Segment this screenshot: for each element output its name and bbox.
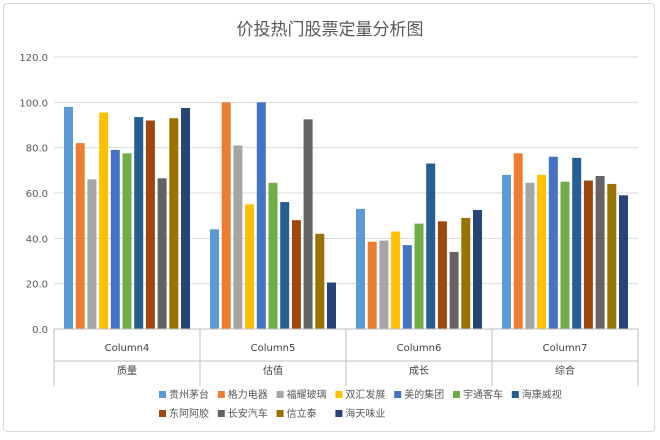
legend-swatch [217, 391, 225, 398]
bar-贵州茅台-Column5 [210, 229, 219, 329]
legend-swatch [159, 410, 166, 417]
bar-海康威视-Column6 [426, 163, 436, 329]
x-tick-label-sub: Column5 [251, 343, 296, 354]
x-tick-label-sub: Column7 [543, 343, 588, 354]
bar-格力电器-Column6 [367, 241, 377, 329]
bar-贵州茅台-Column4 [64, 106, 73, 330]
bar-双汇发展-Column4 [99, 112, 109, 329]
bar-海天味业-Column7 [619, 195, 628, 329]
legend-swatch [453, 391, 460, 398]
bar-东阿阿胶-Column6 [437, 221, 447, 329]
legend-label: 格力电器 [228, 388, 268, 401]
legend-swatch [159, 391, 166, 398]
bar-信立泰-Column6 [461, 217, 471, 329]
bar-格力电器-Column5 [221, 102, 231, 329]
x-tick-label-main: 成长 [409, 365, 429, 377]
legend-label: 贵州茅台 [169, 388, 209, 401]
bar-东阿阿胶-Column5 [291, 220, 301, 329]
bar-长安汽车-Column6 [449, 251, 459, 329]
legend-swatch [394, 391, 402, 398]
bar-长安汽车-Column4 [157, 178, 167, 329]
y-tick-label: 40.0 [26, 234, 48, 245]
legend-label: 长安汽车 [228, 407, 268, 420]
x-tick-label-main: 综合 [555, 364, 575, 377]
bar-东阿阿胶-Column4 [145, 120, 155, 329]
bar-宇通客车-Column5 [268, 182, 278, 329]
legend-swatch [335, 410, 343, 417]
bar-福耀玻璃-Column5 [233, 145, 243, 329]
bar-美的集团-Column6 [402, 245, 412, 329]
bar-宇通客车-Column4 [122, 153, 132, 329]
chart-canvas: 价投热门股票定量分析图 0.0 20.0 40.0 60.0 80.0 100.0 120.… [19, 20, 639, 420]
bar-格力电器-Column4 [75, 143, 85, 329]
legend-label: 福耀玻璃 [287, 388, 327, 401]
x-tick-label-main: 估值 [263, 364, 283, 377]
legend-label: 双汇发展 [345, 388, 385, 401]
chart-frame: 价投热门股票定量分析图 0.0 20.0 40.0 60.0 80.0 100.0 120.… [3, 3, 655, 432]
legend-label: 信立泰 [287, 407, 317, 420]
legend-label: 海康威视 [522, 388, 562, 401]
legend-swatch [276, 410, 284, 417]
bar-福耀玻璃-Column6 [379, 240, 389, 329]
bar-海天味业-Column6 [473, 210, 482, 329]
legend-label: 东阿阿胶 [169, 407, 209, 420]
bar-美的集团-Column7 [548, 156, 558, 329]
bar-海天味业-Column4 [181, 108, 190, 329]
y-tick-label: 80.0 [26, 144, 48, 155]
bar-东阿阿胶-Column7 [583, 180, 593, 329]
bar-信立泰-Column4 [169, 118, 179, 329]
x-tick-label-sub: Column6 [397, 343, 442, 354]
y-tick-label: 100.0 [19, 98, 48, 109]
legend-swatch [217, 410, 225, 417]
legend-label: 美的集团 [404, 388, 444, 401]
bar-福耀玻璃-Column7 [525, 182, 535, 329]
bar-信立泰-Column5 [315, 233, 325, 329]
bar-双汇发展-Column6 [391, 231, 401, 329]
bar-海康威视-Column5 [280, 202, 290, 329]
bar-海康威视-Column4 [134, 117, 144, 329]
bar-宇通客车-Column7 [560, 181, 570, 329]
x-tick-label-sub: Column4 [105, 343, 150, 354]
bar-双汇发展-Column5 [245, 204, 255, 329]
bar-美的集团-Column5 [256, 102, 266, 329]
bar-福耀玻璃-Column4 [87, 179, 97, 329]
y-tick-label: 0.0 [32, 325, 48, 336]
y-tick-label: 60.0 [26, 189, 48, 200]
bar-贵州茅台-Column7 [502, 174, 511, 329]
bar-宇通客车-Column6 [414, 223, 424, 329]
legend-label: 宇通客车 [463, 388, 503, 401]
y-tick-label: 120.0 [19, 53, 48, 64]
y-tick-label: 20.0 [26, 280, 48, 291]
bar-双汇发展-Column7 [537, 174, 547, 329]
legend-label: 海天味业 [345, 407, 385, 420]
bar-贵州茅台-Column6 [356, 208, 365, 329]
bar-长安汽车-Column5 [303, 119, 313, 329]
chart-title: 价投热门股票定量分析图 [237, 20, 424, 40]
bar-海康威视-Column7 [572, 157, 582, 329]
legend-swatch [276, 391, 284, 398]
legend-swatch [511, 391, 519, 398]
bar-美的集团-Column4 [110, 149, 120, 329]
legend-swatch [335, 391, 343, 398]
bar-格力电器-Column7 [513, 153, 523, 329]
bar-海天味业-Column5 [327, 282, 336, 329]
x-tick-label-main: 质量 [117, 365, 137, 377]
bar-信立泰-Column7 [607, 183, 617, 329]
bar-长安汽车-Column7 [595, 176, 605, 329]
